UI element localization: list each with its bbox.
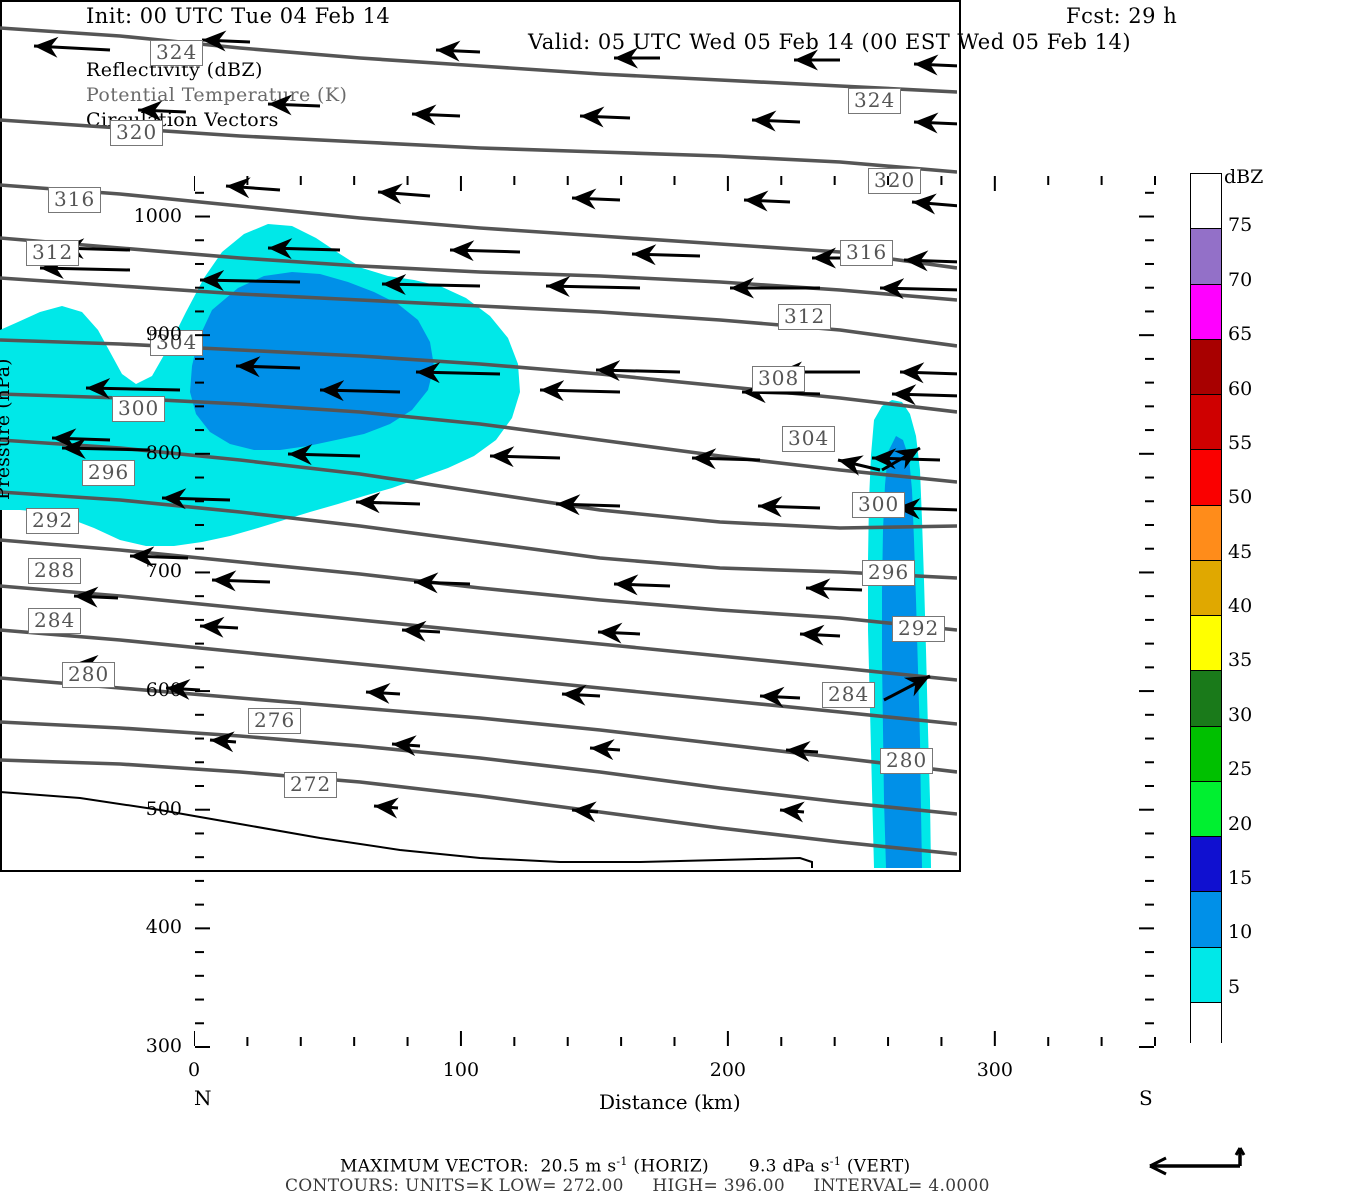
x-axis-title: Distance (km) bbox=[599, 1090, 741, 1114]
colorbar-tick-label: 20 bbox=[1228, 812, 1253, 835]
contours-label: CONTOURS: UNITS=K LOW= 272.00 bbox=[285, 1176, 624, 1196]
colorbar-band bbox=[1191, 338, 1221, 394]
max-vector-vert-tag: (VERT) bbox=[846, 1156, 911, 1177]
contour-label: 292 bbox=[892, 616, 946, 642]
max-vector-note: MAXIMUM VECTOR: 20.5 m s-1 (HORIZ) 9.3 d… bbox=[340, 1155, 910, 1177]
colorbar-tick-label: 10 bbox=[1228, 921, 1253, 944]
x-tick-label: 300 bbox=[976, 1059, 1013, 1081]
x-tick-label: 0 bbox=[187, 1059, 201, 1081]
y-tick-label: 600 bbox=[145, 679, 182, 702]
contour-label: 304 bbox=[782, 426, 836, 452]
colorbar-band bbox=[1191, 283, 1221, 339]
colorbar-band bbox=[1191, 394, 1221, 450]
colorbar-tick-label: 40 bbox=[1228, 595, 1253, 617]
y-tick-label: 500 bbox=[145, 797, 182, 820]
contour-label: 284 bbox=[822, 682, 876, 708]
contour-label: 308 bbox=[752, 366, 806, 392]
max-vector-horiz-tag: (HORIZ) bbox=[633, 1156, 709, 1177]
y-tick-label: 900 bbox=[145, 323, 182, 346]
colorbar-band bbox=[1191, 615, 1221, 671]
circulation-vectors bbox=[33, 30, 957, 823]
contours-interval: INTERVAL= 4.0000 bbox=[813, 1176, 990, 1196]
contour-label: 296 bbox=[862, 560, 916, 586]
colorbar-tick-label: 70 bbox=[1228, 268, 1253, 291]
colorbar-band bbox=[1191, 174, 1221, 229]
contours-note: CONTOURS: UNITS=K LOW= 272.00 HIGH= 396.… bbox=[285, 1176, 990, 1196]
colorbar-band bbox=[1191, 946, 1221, 1002]
vert-exponent: -1 bbox=[829, 1155, 842, 1168]
horiz-exponent: -1 bbox=[616, 1155, 628, 1168]
y-tick-label: 700 bbox=[145, 560, 182, 583]
contour-label: 304 bbox=[150, 330, 204, 356]
contours-high: HIGH= 396.00 bbox=[652, 1176, 785, 1196]
reference-vector-icon bbox=[1149, 1147, 1246, 1176]
contour-label: 316 bbox=[840, 240, 894, 266]
colorbar-band bbox=[1191, 228, 1221, 284]
colorbar-tick-label: 75 bbox=[1228, 214, 1253, 237]
y-tick-label: 1000 bbox=[133, 204, 182, 227]
contour-label: 300 bbox=[852, 492, 906, 518]
contour-label: 320 bbox=[868, 168, 922, 194]
colorbar-band bbox=[1191, 780, 1221, 836]
contour-label: 292 bbox=[26, 508, 80, 534]
colorbar-band bbox=[1191, 1001, 1221, 1057]
contour-label: 312 bbox=[26, 240, 80, 266]
colorbar-tick-label: 25 bbox=[1228, 758, 1253, 781]
contour-label: 276 bbox=[248, 708, 302, 734]
colorbar-tick-label: 55 bbox=[1228, 431, 1253, 454]
forecast-hour-label: Fcst: 29 h bbox=[1066, 4, 1178, 28]
colorbar-band bbox=[1191, 504, 1221, 560]
colorbar-tick-label: 60 bbox=[1228, 377, 1253, 400]
orientation-label-north: N bbox=[194, 1086, 212, 1110]
contour-label: 300 bbox=[112, 396, 166, 422]
colorbar-band bbox=[1191, 891, 1221, 947]
colorbar-tick-label: 35 bbox=[1228, 649, 1253, 672]
colorbar-band bbox=[1191, 670, 1221, 726]
contour-label: 296 bbox=[82, 460, 136, 486]
contour-label: 284 bbox=[28, 608, 82, 634]
colorbar-band bbox=[1191, 725, 1221, 781]
contour-label: 288 bbox=[28, 558, 82, 584]
contour-label: 272 bbox=[284, 772, 338, 798]
contour-label: 280 bbox=[62, 662, 116, 688]
init-time-label: Init: 00 UTC Tue 04 Feb 14 bbox=[86, 4, 391, 28]
orientation-label-south: S bbox=[1139, 1086, 1153, 1110]
contour-label: 316 bbox=[48, 187, 102, 213]
cross-section-plot: 324 320 316 312 304 300 296 292 288 284 280 276 272 3… bbox=[0, 0, 961, 872]
lowest-contour bbox=[0, 791, 813, 868]
contour-label: 280 bbox=[880, 748, 934, 774]
contour-label: 324 bbox=[150, 40, 204, 66]
contour-label: 320 bbox=[110, 120, 164, 146]
axis-tick-marks bbox=[194, 176, 1156, 1048]
colorbar-tick-label: 45 bbox=[1228, 540, 1253, 563]
max-vector-horiz: 20.5 m s bbox=[540, 1156, 617, 1177]
colorbar-tick-label: 5 bbox=[1228, 975, 1241, 998]
contour-label: 324 bbox=[848, 88, 902, 114]
field-label-reflectivity: Reflectivity (dBZ) bbox=[86, 59, 263, 81]
max-vector-label: MAXIMUM VECTOR: bbox=[340, 1156, 530, 1177]
colorbar bbox=[1190, 173, 1222, 1057]
colorbar-tick-label: 65 bbox=[1228, 323, 1253, 346]
colorbar-band bbox=[1191, 559, 1221, 615]
max-vector-vert: 9.3 dPa s bbox=[748, 1156, 830, 1177]
colorbar-band bbox=[1191, 449, 1221, 505]
x-tick-label: 100 bbox=[442, 1059, 480, 1081]
contour-label: 312 bbox=[778, 304, 832, 330]
colorbar-band bbox=[1191, 836, 1221, 892]
x-tick-label: 200 bbox=[709, 1059, 746, 1081]
colorbar-title: dBZ bbox=[1224, 166, 1264, 188]
y-tick-label: 300 bbox=[145, 1035, 182, 1057]
colorbar-tick-label: 50 bbox=[1228, 486, 1253, 509]
y-tick-label: 800 bbox=[145, 441, 182, 464]
colorbar-tick-label: 30 bbox=[1228, 703, 1253, 726]
y-tick-label: 400 bbox=[145, 916, 182, 939]
y-axis-title: Pressure (hPa) bbox=[0, 358, 14, 500]
colorbar-tick-label: 15 bbox=[1228, 866, 1253, 889]
